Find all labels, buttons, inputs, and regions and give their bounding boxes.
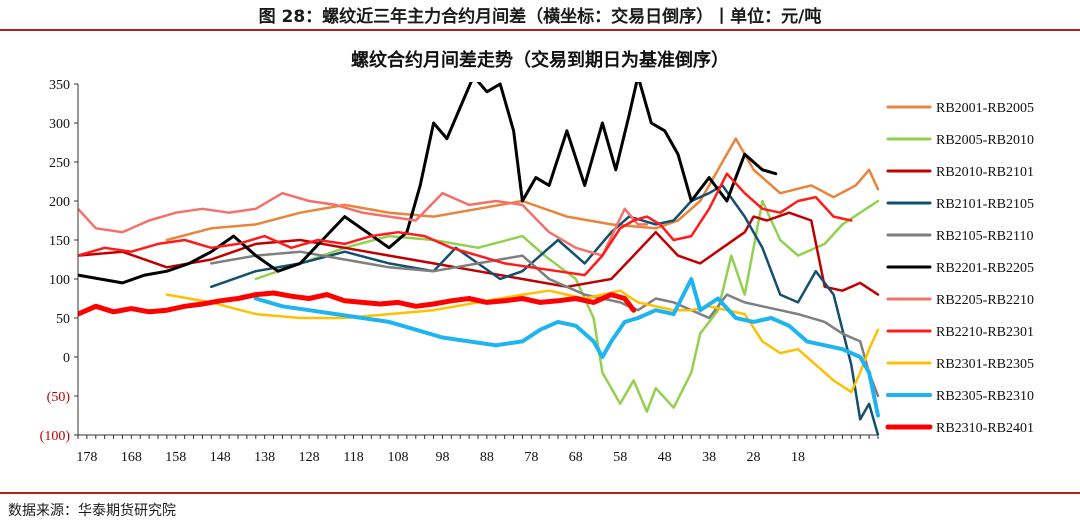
y-tick-label: 50 [56, 312, 70, 327]
y-tick-label: 300 [49, 117, 70, 132]
legend-label: RB2001-RB2005 [936, 101, 1034, 116]
legend-item: RB2001-RB2005 [886, 101, 1034, 116]
y-tick-label: (50) [47, 390, 71, 405]
x-tick-label: 168 [121, 450, 142, 465]
chart-title: 螺纹合约月间差走势（交易到期日为基准倒序） [351, 49, 729, 71]
y-tick-label: (100) [40, 429, 71, 444]
x-tick-label: 178 [76, 450, 97, 465]
legend-label: RB2310-RB2401 [936, 421, 1034, 436]
x-tick-label: 88 [480, 450, 494, 465]
legend-item: RB2210-RB2301 [886, 325, 1034, 340]
y-tick-label: 100 [49, 273, 70, 288]
series-line-rb2301-rb2305 [165, 289, 880, 394]
legend-item: RB2005-RB2010 [886, 133, 1034, 148]
figure-title: 图 28：螺纹近三年主力合约月间差（横坐标：交易日倒序）丨单位：元/吨 [258, 7, 822, 27]
legend-label: RB2301-RB2305 [936, 357, 1034, 372]
y-tick-label: 0 [63, 351, 70, 366]
series-line-rb2205-rb2210 [78, 191, 649, 257]
series-line-rb2105-rb2110 [210, 250, 880, 398]
x-tick-label: 158 [165, 450, 186, 465]
x-tick-label: 68 [569, 450, 583, 465]
legend-item: RB2105-RB2110 [886, 229, 1034, 244]
series-line-rb2010-rb2101 [78, 211, 880, 296]
series-layer [78, 82, 880, 435]
legend-item: RB2310-RB2401 [885, 421, 1034, 436]
legend-item: RB2010-RB2101 [886, 165, 1034, 180]
footer-rule [0, 492, 1080, 494]
x-tick-label: 148 [210, 450, 231, 465]
legend-item: RB2205-RB2210 [886, 293, 1034, 308]
legend-item: RB2101-RB2105 [886, 197, 1034, 212]
x-tick-label: 58 [613, 450, 627, 465]
y-tick-label: 200 [49, 195, 70, 210]
x-tick-label: 108 [388, 450, 409, 465]
series-line-rb2005-rb2010 [254, 199, 880, 413]
legend-label: RB2210-RB2301 [936, 325, 1034, 340]
y-tick-label: 350 [49, 78, 70, 93]
series-line-rb2201-rb2205 [78, 82, 778, 285]
line-chart: 螺纹合约月间差走势（交易到期日为基准倒序） 350 300 250 200 150 100… [40, 49, 1034, 465]
legend: RB2001-RB2005 RB2005-RB2010 RB2010-RB2101 R… [885, 101, 1034, 436]
legend-label: RB2305-RB2310 [936, 389, 1034, 404]
legend-item: RB2201-RB2205 [886, 261, 1034, 276]
series-line-rb2310-rb2401 [78, 290, 637, 317]
axis-layer: 350 300 250 200 150 100 50 0 (50) (100) 178 168 158 1… [40, 78, 879, 465]
x-tick-label: 18 [791, 450, 805, 465]
legend-label: RB2101-RB2105 [936, 197, 1034, 212]
source-note: 数据来源：华泰期货研究院 [8, 503, 176, 519]
title-rule [0, 29, 1080, 31]
x-tick-label: 28 [747, 450, 761, 465]
legend-label: RB2205-RB2210 [936, 293, 1034, 308]
legend-item: RB2301-RB2305 [886, 357, 1034, 372]
legend-label: RB2005-RB2010 [936, 133, 1034, 148]
x-tick-label: 138 [254, 450, 275, 465]
series-line-rb2001-rb2005 [165, 137, 880, 242]
legend-item: RB2305-RB2310 [886, 389, 1034, 404]
y-tick-label: 150 [49, 234, 70, 249]
x-tick-label: 48 [658, 450, 672, 465]
legend-label: RB2105-RB2110 [936, 229, 1034, 244]
x-tick-label: 78 [524, 450, 538, 465]
x-tick-label: 38 [702, 450, 716, 465]
x-tick-label: 128 [299, 450, 320, 465]
x-tick-label: 98 [435, 450, 449, 465]
series-line-rb2305-rb2310 [253, 277, 880, 418]
legend-label: RB2010-RB2101 [936, 165, 1034, 180]
x-tick-label: 118 [343, 450, 363, 465]
legend-label: RB2201-RB2205 [936, 261, 1034, 276]
series-line-rb2210-rb2301 [78, 172, 853, 277]
series-line-rb2101-rb2105 [210, 184, 880, 435]
y-tick-label: 250 [49, 156, 70, 171]
